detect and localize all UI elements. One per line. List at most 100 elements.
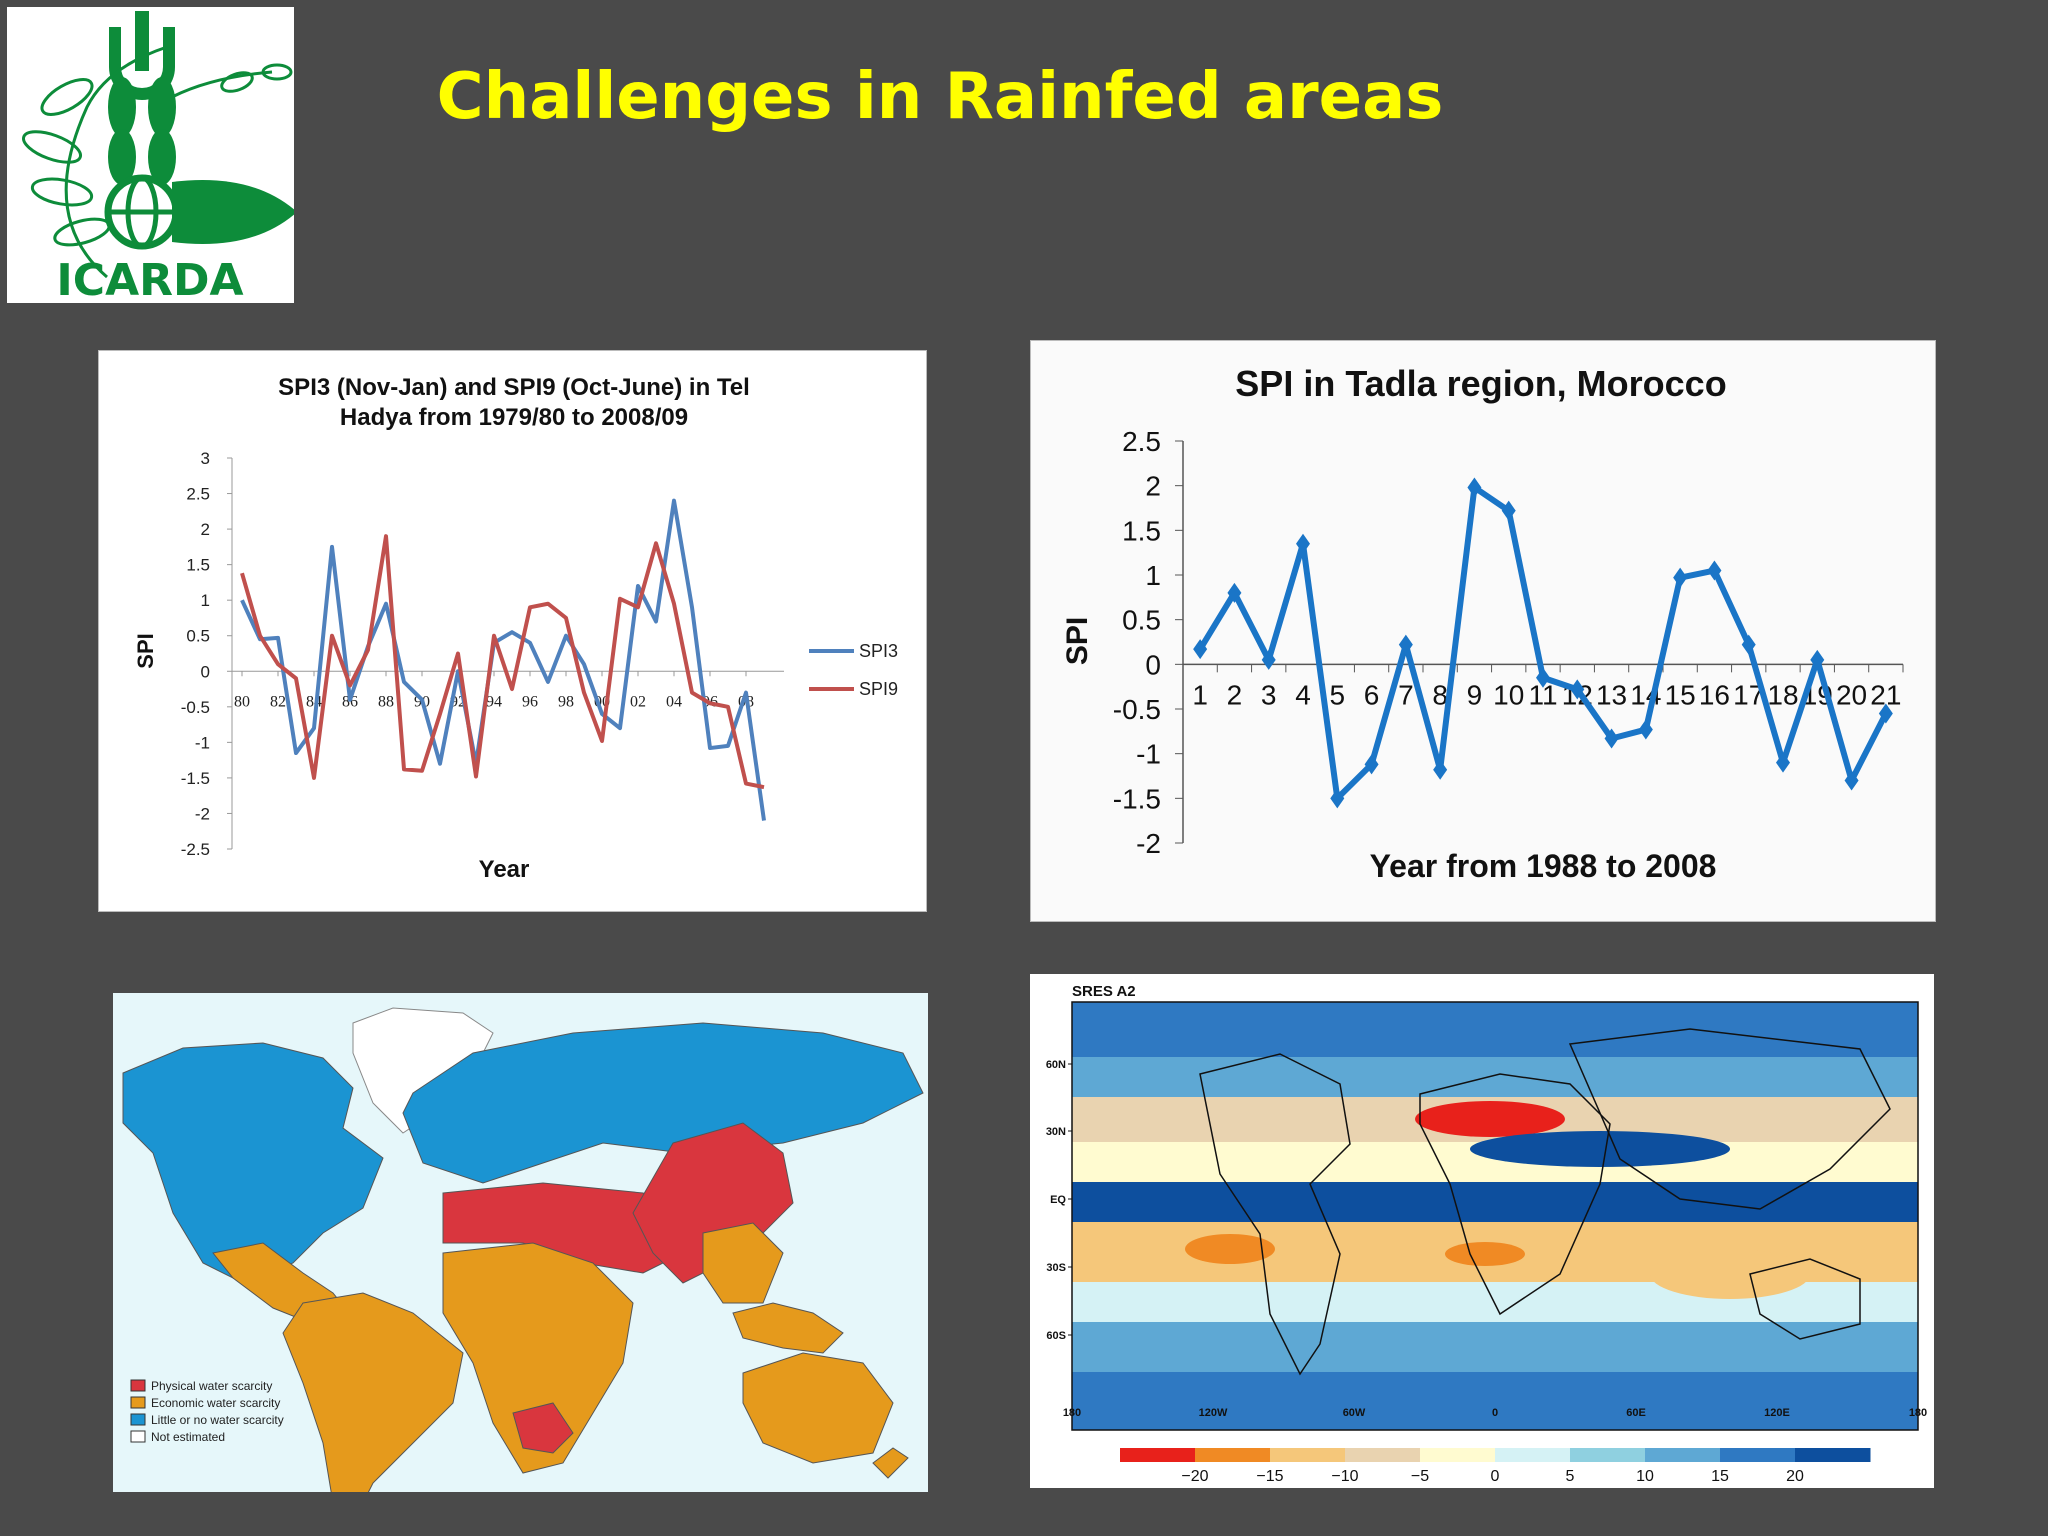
chart2-x-tick-label: 16 [1699,679,1730,710]
chart1-y-tick-label: 2 [201,520,210,539]
chart1-y-tick-label: -0.5 [181,698,210,717]
climate-lon-label: 60E [1626,1407,1646,1419]
chart1-legend-label-spi9: SPI9 [859,679,898,699]
spi-tel-hadya-svg: SPI3 (Nov-Jan) and SPI9 (Oct-June) in Te… [133,374,898,883]
chart2-x-tick-label: 18 [1767,679,1798,710]
chart2-y-tick-label: 2 [1145,471,1161,502]
climate-lat-label: 60N [1046,1059,1066,1071]
world-map-image: Physical water scarcity Economic water s… [113,993,928,1524]
legend-swatch-economic [130,1396,146,1409]
chart1-series-spi9-line [240,534,765,790]
colorbar-segment [1420,1448,1496,1462]
sres-a2-precip-map: SRES A2 60N 30N EQ 30S 60S 180 120W 60W 0 60E 120… [1030,974,1934,1488]
chart2-data-point [1776,752,1790,773]
legend-swatch-little [130,1413,146,1426]
chart2-x-tick-label: 20 [1836,679,1867,710]
chart2-data-point [1741,634,1756,655]
chart2-y-tick-label: 0 [1145,649,1161,680]
chart2-data-point [1398,634,1413,655]
colorbar-segment [1120,1448,1196,1462]
chart1-x-tick-label: 88 [378,693,394,710]
colorbar-label: −5 [1411,1468,1429,1485]
chart1-y-tick-label: -2 [195,804,210,823]
legend-swatch-not-estimated [130,1430,146,1443]
colorbar-segment [1270,1448,1346,1462]
chart2-data-point [1227,582,1242,603]
chart2-title: SPI in Tadla region, Morocco [1235,363,1726,404]
legend-label-economic: Economic water scarcity [151,1396,280,1410]
chart1-y-tick-label: 3 [201,449,210,468]
chart1-legend-label-spi3: SPI3 [859,641,898,661]
chart1-y-tick-label: -1.5 [181,769,210,788]
spi-tel-hadya-chart: SPI3 (Nov-Jan) and SPI9 (Oct-June) in Te… [98,350,927,912]
colorbar-label: −10 [1331,1468,1358,1485]
chart1-x-tick-label: 82 [270,693,286,710]
chart2-data-point [1330,788,1345,809]
climate-lon-label: 60W [1343,1407,1366,1419]
legend-label-physical: Physical water scarcity [151,1379,272,1393]
colorbar-label: 15 [1711,1468,1729,1485]
icarda-logo: ICARDA [7,7,297,306]
chart2-data-point [1433,759,1448,780]
logo-text: ICARDA [56,255,243,303]
chart2-y-tick-label: -1.5 [1113,783,1161,814]
climate-lon-label: 180 [1909,1407,1927,1419]
chart2-x-tick-label: 8 [1432,679,1448,710]
chart2-x-tick-label: 5 [1329,679,1345,710]
chart1-y-tick-label: 0.5 [186,627,210,646]
sres-a2-map-svg: SRES A2 60N 30N EQ 30S 60S 180 120W 60W 0 60E 120… [1046,983,1927,1485]
climate-lat-label: EQ [1050,1194,1066,1206]
colorbar-segment [1720,1448,1796,1462]
chart1-x-tick-label: 80 [234,693,250,710]
chart1-title-line2: Hadya from 1979/80 to 2008/09 [340,404,688,431]
chart1-y-tick-label: 1 [201,591,210,610]
chart2-x-tick-label: 3 [1261,679,1277,710]
colorbar-label: 0 [1491,1468,1500,1485]
chart2-x-tick-label: 7 [1398,679,1414,710]
chart2-y-tick-label: -1 [1136,739,1161,770]
colorbar-label: 5 [1566,1468,1575,1485]
chart2-x-tick-label: 6 [1364,679,1380,710]
chart1-x-tick-label: 04 [666,693,682,710]
chart2-x-tick-label: 1 [1192,679,1208,710]
chart1-title-line1: SPI3 (Nov-Jan) and SPI9 (Oct-June) in Te… [278,374,750,401]
climate-lat-label: 60S [1046,1330,1066,1342]
chart1-y-tick-label: -2.5 [181,840,210,859]
climate-lon-label: 120W [1199,1407,1228,1419]
icarda-emblem-icon: ICARDA [22,11,297,306]
water-scarcity-map: Physical water scarcity Economic water s… [113,993,928,1524]
chart2-y-axis-label: SPI [1061,617,1094,665]
chart2-y-tick-label: 0.5 [1122,605,1161,636]
chart2-x-tick-label: 9 [1467,679,1483,710]
chart1-y-tick-label: -1 [195,733,210,752]
slide-title: Challenges in Rainfed areas [436,60,1444,134]
climate-lat-label: 30S [1046,1262,1066,1274]
climate-lon-label: 120E [1764,1407,1790,1419]
map-legend: Physical water scarcity Economic water s… [130,1379,284,1444]
climate-map-field [1071,1001,1919,1431]
chart2-data-point [1673,567,1688,588]
chart2-x-tick-label: 10 [1493,679,1524,710]
chart1-y-axis-label: SPI [133,633,158,668]
chart2-y-tick-label: 1.5 [1122,515,1161,546]
colorbar-label: 10 [1636,1468,1654,1485]
chart2-data-point [1810,649,1825,670]
chart1-x-tick-label: 86 [342,693,358,710]
chart1-y-tick-label: 1.5 [186,556,210,575]
chart2-data-point [1844,770,1859,791]
climate-lon-label: 180 [1063,1407,1081,1419]
chart2-data-point [1638,719,1653,740]
climate-lat-label: 30N [1046,1126,1066,1138]
chart2-data-point [1467,477,1482,498]
colorbar-segment [1345,1448,1421,1462]
colorbar-segment [1495,1448,1571,1462]
chart1-x-tick-label: 94 [486,693,502,710]
colorbar-segment [1195,1448,1271,1462]
colorbar-segment [1645,1448,1721,1462]
colorbar-segment [1570,1448,1646,1462]
chart2-data-point [1570,679,1585,700]
chart2-x-tick-label: 2 [1227,679,1243,710]
chart2-data-point [1193,639,1208,660]
chart1-y-tick-label: 2.5 [186,485,210,504]
chart2-data-point [1261,649,1276,670]
